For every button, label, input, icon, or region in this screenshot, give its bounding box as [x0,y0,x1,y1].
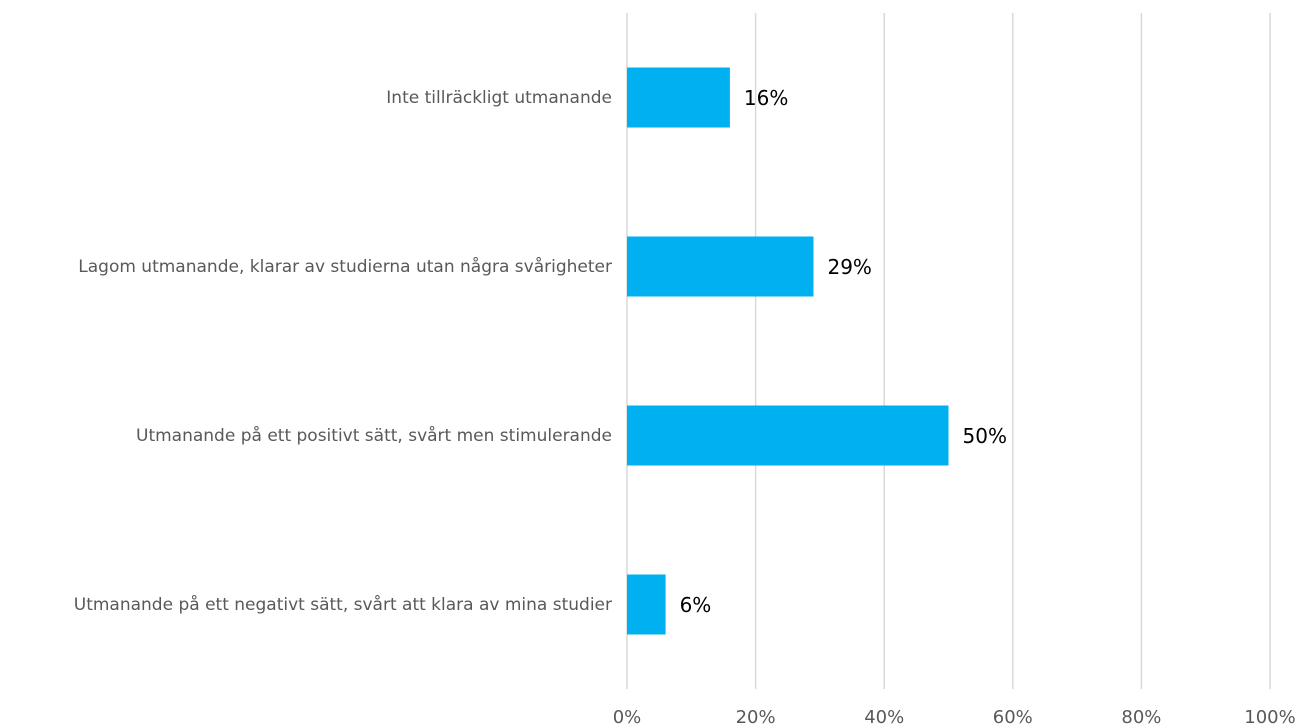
x-tick-label: 60% [993,707,1033,726]
x-tick-label: 20% [736,707,776,726]
y-tick-label: Lagom utmanande, klarar av studierna uta… [78,256,612,277]
value-label: 50% [963,424,1007,448]
x-tick-label: 100% [1244,707,1295,726]
bar [627,236,814,297]
bar [627,574,666,635]
category-label-box: Utmanande på ett negativt sätt, svårt at… [0,520,612,689]
x-tick-label: 80% [1121,707,1161,726]
value-label: 6% [680,593,712,617]
bar [627,405,949,466]
y-tick-label: Utmanande på ett negativt sätt, svårt at… [73,594,612,615]
category-label-box: Inte tillräckligt utmanande [0,13,612,182]
bar [627,67,730,128]
y-tick-label: Inte tillräckligt utmanande [386,87,612,108]
x-tick-label: 40% [864,707,904,726]
value-label: 16% [744,86,788,110]
x-tick-label: 0% [613,707,642,726]
category-label-box: Utmanande på ett positivt sätt, svårt me… [0,351,612,520]
value-label: 29% [827,255,871,279]
category-label-box: Lagom utmanande, klarar av studierna uta… [0,182,612,351]
y-tick-label: Utmanande på ett positivt sätt, svårt me… [136,425,612,446]
